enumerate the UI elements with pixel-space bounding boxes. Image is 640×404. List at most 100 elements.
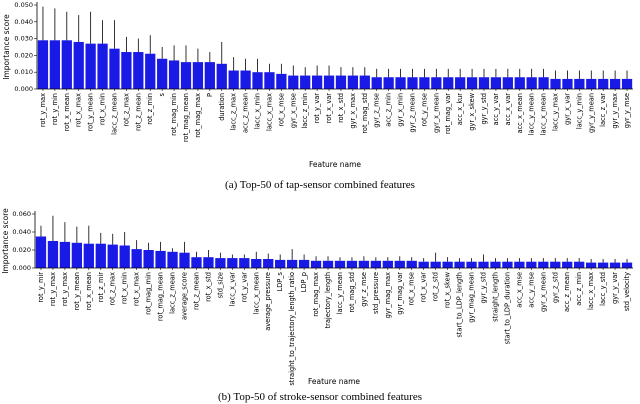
x-tick-label: rot_z_mean — [192, 272, 200, 310]
x-tick-label: gyr_z_mse — [360, 272, 368, 307]
x-tick-label: rot_z_max — [122, 93, 130, 127]
x-tick-label: gyr_x_mean — [539, 272, 547, 312]
bar — [119, 245, 130, 268]
bar — [371, 77, 382, 89]
x-tick-label: std_size — [216, 272, 224, 298]
y-axis-label: Importance score — [2, 14, 11, 80]
bar — [382, 260, 393, 268]
x-tick-label: rot_x_std — [337, 93, 345, 123]
bar — [395, 77, 406, 89]
bar — [538, 77, 549, 89]
x-tick-label: acc_y_mse — [527, 272, 535, 308]
x-tick-label: rot_y_var — [313, 93, 321, 124]
bar — [574, 261, 585, 268]
x-tick-label: lacc_y_mean — [336, 272, 344, 314]
bar — [239, 258, 250, 268]
x-tick-label: rot_x_std — [204, 272, 212, 302]
bar — [406, 260, 417, 268]
x-tick-label: rot_z_mean — [134, 93, 142, 131]
x-tick-label: lacc_z_max — [230, 93, 238, 131]
bar — [454, 261, 465, 268]
x-tick-label: acc_z_min — [385, 93, 393, 127]
bar — [83, 243, 94, 268]
bar — [157, 58, 168, 89]
y-tick-label: 0.040 — [12, 228, 31, 236]
bar — [288, 75, 299, 89]
x-tick-label: gyr_x_min — [397, 93, 405, 127]
x-tick-label: lacc_x_min — [254, 93, 262, 129]
y-axis-label: Importance score — [1, 208, 10, 274]
bar — [73, 41, 84, 89]
y-tick-label: 0.010 — [14, 68, 33, 76]
x-tick-label: LDP_s — [276, 271, 284, 291]
x-tick-label: gyr_mag_max — [384, 272, 392, 319]
bar — [155, 250, 166, 268]
x-tick-label: rot_y_max — [49, 272, 57, 306]
bar — [286, 259, 298, 268]
y-tick-label: 0.020 — [14, 51, 33, 59]
bar — [109, 48, 120, 89]
x-tick-label: rot_x_mean — [85, 272, 93, 310]
bar — [514, 77, 525, 89]
bar — [347, 75, 359, 89]
x-tick-label: rot_x_var — [325, 93, 333, 124]
bar — [227, 258, 238, 268]
bar — [621, 262, 633, 268]
y-tick-label: 0.020 — [12, 246, 31, 254]
x-tick-label: acc_y_var — [492, 93, 500, 126]
bar — [383, 77, 394, 89]
bar — [609, 78, 621, 89]
bar — [275, 259, 286, 268]
x-tick-label: average_pressure — [264, 272, 272, 331]
bar — [131, 249, 142, 268]
bar — [298, 259, 310, 268]
bar — [192, 62, 204, 89]
bar — [276, 73, 287, 89]
bar — [585, 262, 597, 268]
x-tick-label: start_to_LDP_duration — [503, 272, 511, 344]
x-tick-label: acc_x_var — [504, 93, 512, 126]
bar — [133, 52, 144, 89]
x-tick-label: lacc_y_max — [552, 93, 560, 131]
x-tick-label: rot_mag_var — [444, 93, 452, 134]
bar — [550, 261, 561, 268]
bar — [61, 40, 72, 89]
bar — [335, 75, 347, 89]
x-tick-label: start_to_LDP_length — [456, 272, 464, 338]
bar — [180, 62, 192, 89]
bar — [143, 250, 154, 268]
bar — [263, 259, 274, 268]
bar — [323, 75, 335, 89]
bar — [550, 78, 561, 89]
bar — [407, 77, 418, 89]
bar — [204, 62, 215, 89]
caption: (a) Top-50 of tap-sensor combined featur… — [225, 179, 415, 191]
x-tick-label: s — [158, 92, 166, 96]
x-tick-label: lacc_x_var — [228, 272, 236, 307]
x-tick-label: lacc_x_max — [587, 272, 595, 310]
bar — [431, 77, 442, 89]
bar — [107, 244, 118, 268]
y-tick-label: 0.040 — [14, 18, 33, 26]
x-tick-label: rot_x_max — [75, 93, 83, 127]
bar — [85, 43, 96, 89]
x-tick-label: rot_y_var — [240, 272, 248, 303]
bar — [478, 77, 490, 89]
bar — [597, 262, 609, 268]
x-tick-label: rot_y_max — [61, 272, 69, 306]
bar — [538, 261, 549, 268]
bar — [419, 77, 430, 89]
bar — [502, 261, 513, 268]
x-tick-label: gyr_x_mse — [289, 93, 297, 128]
x-tick-label: lacc_z_var — [599, 93, 607, 127]
bar — [394, 260, 405, 268]
bar — [35, 236, 47, 268]
x-tick-label: straight_length — [491, 272, 499, 322]
bar — [514, 261, 525, 268]
x-tick-label: gyr_z_mse — [373, 93, 381, 128]
x-tick-label: rot_x_max — [133, 272, 141, 306]
x-tick-label: gyr_x_var — [563, 93, 571, 125]
x-tick-label: rot_y_mean — [87, 93, 95, 131]
x-tick-label: rot_mag_std — [361, 93, 369, 134]
x-tick-label: gyr_x_skew — [468, 92, 476, 130]
